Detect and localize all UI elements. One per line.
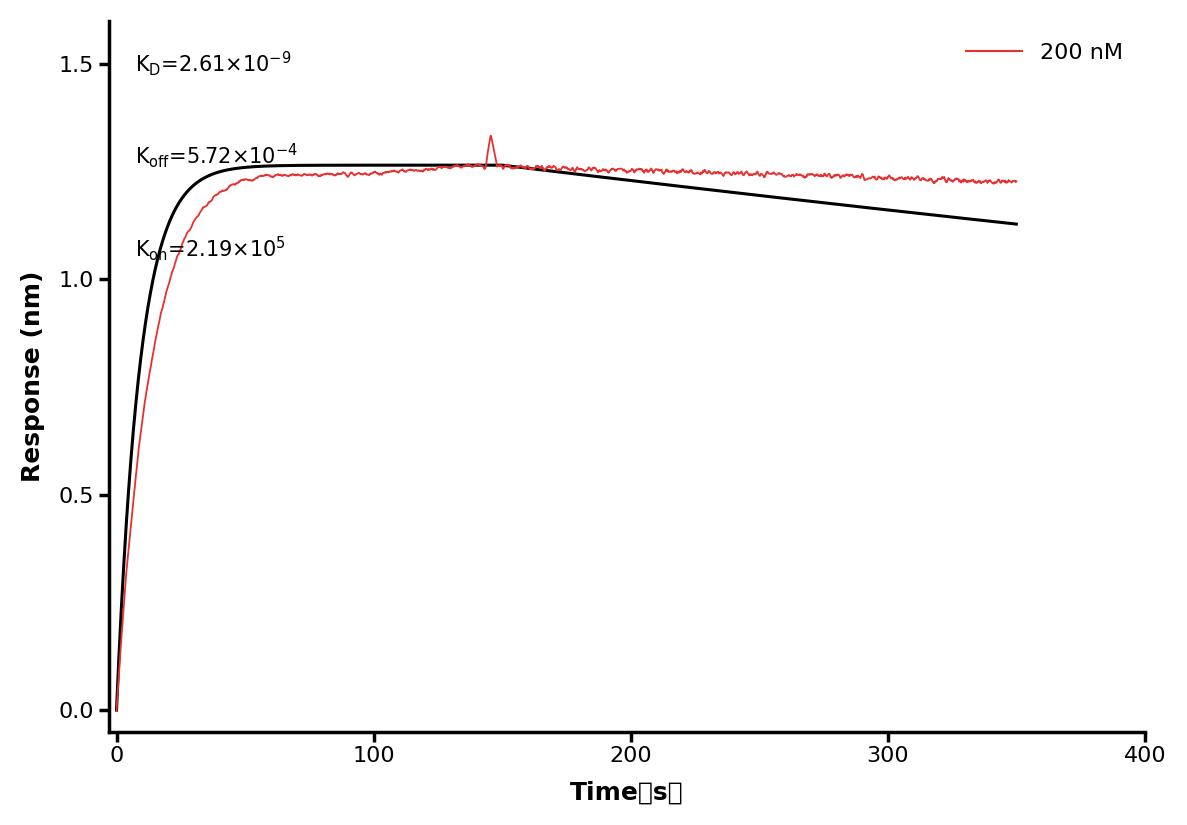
- 200 nM: [1009, 177, 1023, 186]
- 200 nM: [128, 480, 142, 490]
- 200 nM: [598, 166, 612, 176]
- 200 nM: [483, 130, 497, 140]
- Line: 200 nM: 200 nM: [116, 135, 1016, 711]
- X-axis label: Time（s）: Time（s）: [570, 780, 684, 804]
- 200 nM: [446, 162, 461, 172]
- 200 nM: [354, 169, 368, 179]
- Text: K$_\mathrm{D}$=2.61×10$^{-9}$: K$_\mathrm{D}$=2.61×10$^{-9}$: [134, 50, 291, 78]
- Legend: 200 nM: 200 nM: [956, 32, 1134, 74]
- Text: K$_\mathrm{on}$=2.19×10$^{5}$: K$_\mathrm{on}$=2.19×10$^{5}$: [134, 234, 286, 263]
- 200 nM: [250, 173, 265, 183]
- Y-axis label: Response (nm): Response (nm): [21, 271, 45, 482]
- Text: K$_\mathrm{off}$=5.72×10$^{-4}$: K$_\mathrm{off}$=5.72×10$^{-4}$: [134, 142, 298, 171]
- 200 nM: [109, 706, 123, 716]
- 200 nM: [902, 175, 916, 185]
